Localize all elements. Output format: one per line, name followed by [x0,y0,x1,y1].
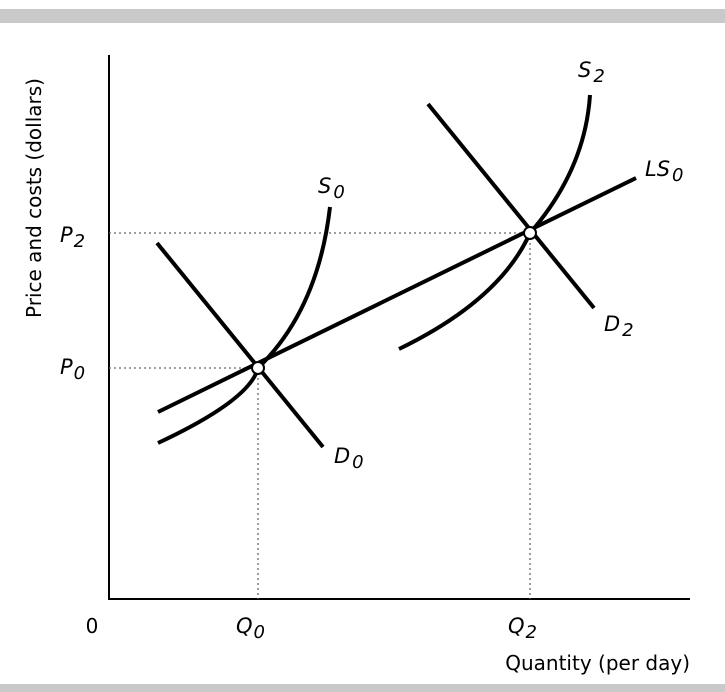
curve-s0 [157,206,332,445]
x-tick-q2: Q2 [508,614,537,643]
y-axis-title: Price and costs (dollars) [22,78,46,318]
top-band [0,9,725,23]
y-tick-p0: P0 [60,355,85,384]
x-axis-title: Quantity (per day) [505,651,690,675]
equilibrium-point-2 [523,226,537,240]
equilibrium-point-0 [251,361,265,375]
label-ls0: LS 0 [645,157,683,186]
bottom-band [0,684,725,692]
origin-label: 0 [86,614,99,638]
curve-s2 [398,94,592,351]
y-tick-p2: P2 [60,223,85,252]
curve-d0 [155,241,325,449]
x-tick-q0: Q0 [236,614,265,643]
curve-d2 [426,102,596,310]
curve-ls0 [157,176,637,414]
